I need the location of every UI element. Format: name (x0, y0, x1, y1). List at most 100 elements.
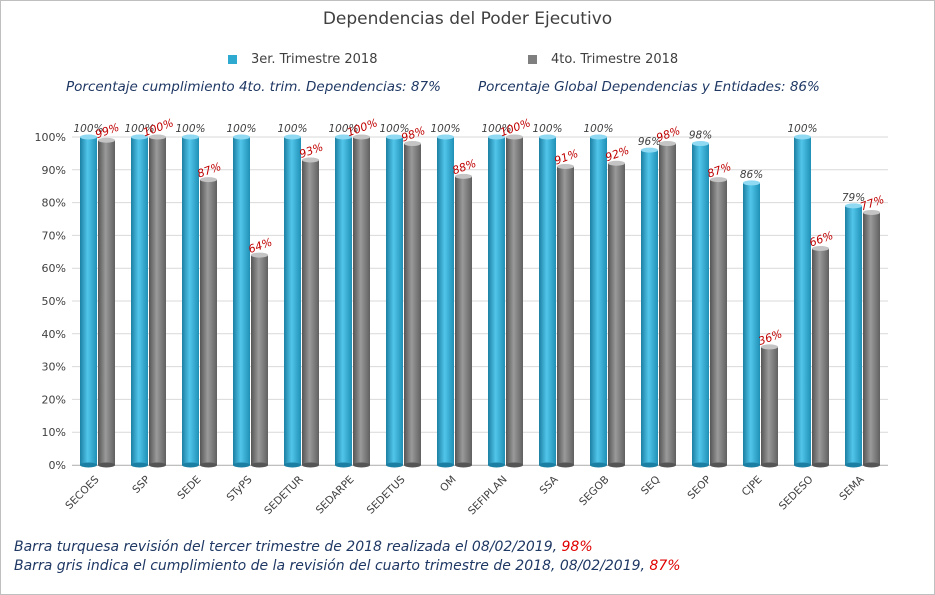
data-label-3er-trimestre: 100% (226, 123, 256, 135)
y-tick-label: 50% (42, 295, 66, 308)
bar-4to-trimestre (200, 179, 217, 465)
bar-bottom-cap (557, 462, 574, 468)
bar-top-cap (335, 134, 352, 140)
x-tick-label: SEDETUS (365, 473, 408, 516)
note-line-1-text: Barra turquesa revisión del tercer trime… (14, 539, 562, 555)
x-tick-label: SEDETUR (262, 474, 305, 517)
x-tick-label: SSP (130, 474, 152, 496)
bar-top-cap (149, 134, 166, 140)
bar-bottom-cap (200, 462, 217, 468)
bar-top-cap (506, 134, 523, 140)
bar-top-cap (608, 160, 625, 166)
y-tick-label: 30% (42, 361, 66, 374)
x-tick-label: SEGOB (577, 474, 612, 509)
bar-bottom-cap (302, 462, 319, 468)
bar-4to-trimestre (404, 143, 421, 465)
bar-4to-trimestre (608, 163, 625, 466)
bar-bottom-cap (251, 462, 268, 468)
summary-global: Porcentaje Global Dependencias y Entidad… (478, 79, 820, 95)
bar-top-cap (131, 134, 148, 140)
bar-3er-trimestre (539, 137, 556, 465)
bar-bottom-cap (80, 462, 97, 468)
summary-dependencias: Porcentaje cumplimiento 4to. trim. Depen… (66, 79, 441, 95)
bar-3er-trimestre (437, 137, 454, 465)
bar-top-cap (437, 134, 454, 140)
x-tick-label: SEMA (837, 473, 867, 503)
bar-bottom-cap (98, 462, 115, 468)
bar-bottom-cap (641, 462, 658, 468)
bar-top-cap (404, 141, 421, 147)
legend-item-4to-trimestre: 4to. Trimestre 2018 (528, 52, 678, 67)
x-tick-label: SEOP (685, 474, 713, 502)
data-label-3er-trimestre: 100% (532, 123, 562, 135)
bar-bottom-cap (812, 462, 829, 468)
bar-top-cap (233, 134, 250, 140)
bar-top-cap (488, 134, 505, 140)
data-label-3er-trimestre: 100% (379, 123, 409, 135)
x-tick-label: SEQ (639, 474, 663, 498)
bar-bottom-cap (488, 462, 505, 468)
bar-bottom-cap (437, 462, 454, 468)
bar-bottom-cap (404, 462, 421, 468)
legend-swatch-gray (528, 55, 537, 64)
bar-top-cap (692, 141, 709, 147)
bar-top-cap (302, 157, 319, 163)
x-tick-label: CJPE (740, 474, 765, 499)
bar-bottom-cap (590, 462, 607, 468)
bar-3er-trimestre (845, 205, 862, 465)
x-tick-label: OM (438, 474, 459, 495)
bar-3er-trimestre (182, 137, 199, 465)
bar-bottom-cap (335, 462, 352, 468)
legend-label-3er-trimestre: 3er. Trimestre 2018 (251, 52, 378, 67)
bar-bottom-cap (845, 462, 862, 468)
x-tick-label: STyPS (224, 473, 254, 503)
bar-top-cap (710, 177, 727, 183)
note-line-1-value: 98% (561, 539, 593, 555)
data-label-3er-trimestre: 96% (638, 136, 661, 148)
data-label-3er-trimestre: 100% (481, 123, 511, 135)
bar-bottom-cap (233, 462, 250, 468)
bar-bottom-cap (608, 462, 625, 468)
bar-top-cap (659, 141, 676, 147)
bar-top-cap (590, 134, 607, 140)
x-tick-label: SSA (537, 473, 561, 497)
data-label-3er-trimestre: 100% (787, 123, 817, 135)
data-label-3er-trimestre: 98% (689, 130, 712, 142)
bar-3er-trimestre (488, 137, 505, 465)
bar-bottom-cap (710, 462, 727, 468)
bar-bottom-cap (131, 462, 148, 468)
bar-top-cap (761, 344, 778, 350)
bar-top-cap (641, 147, 658, 153)
bar-top-cap (284, 134, 301, 140)
legend-label-4to-trimestre: 4to. Trimestre 2018 (551, 52, 679, 67)
bar-bottom-cap (539, 462, 556, 468)
bar-top-cap (182, 134, 199, 140)
x-tick-label: SEDESO (777, 474, 816, 513)
bar-3er-trimestre (743, 182, 760, 466)
bar-top-cap (812, 246, 829, 252)
bar-4to-trimestre (863, 212, 880, 465)
bar-top-cap (743, 180, 760, 186)
bar-bottom-cap (182, 462, 199, 468)
bar-4to-trimestre (710, 179, 727, 465)
bar-top-cap (200, 177, 217, 183)
bar-bottom-cap (149, 462, 166, 468)
note-line-1: Barra turquesa revisión del tercer trime… (14, 539, 593, 555)
note-line-2-text: Barra gris indica el cumplimiento de la … (14, 558, 650, 574)
bar-4to-trimestre (353, 137, 370, 465)
bar-top-cap (539, 134, 556, 140)
bar-top-cap (386, 134, 403, 140)
data-label-3er-trimestre: 79% (842, 192, 865, 204)
y-tick-label: 10% (42, 426, 66, 439)
bar-3er-trimestre (692, 143, 709, 465)
bar-bottom-cap (386, 462, 403, 468)
bar-top-cap (353, 134, 370, 140)
bar-4to-trimestre (557, 166, 574, 465)
bar-4to-trimestre (659, 143, 676, 465)
data-label-3er-trimestre: 100% (430, 123, 460, 135)
bar-bottom-cap (863, 462, 880, 468)
bar-top-cap (863, 209, 880, 215)
data-label-3er-trimestre: 86% (740, 169, 763, 181)
x-tick-label: SEDARPE (314, 474, 357, 517)
